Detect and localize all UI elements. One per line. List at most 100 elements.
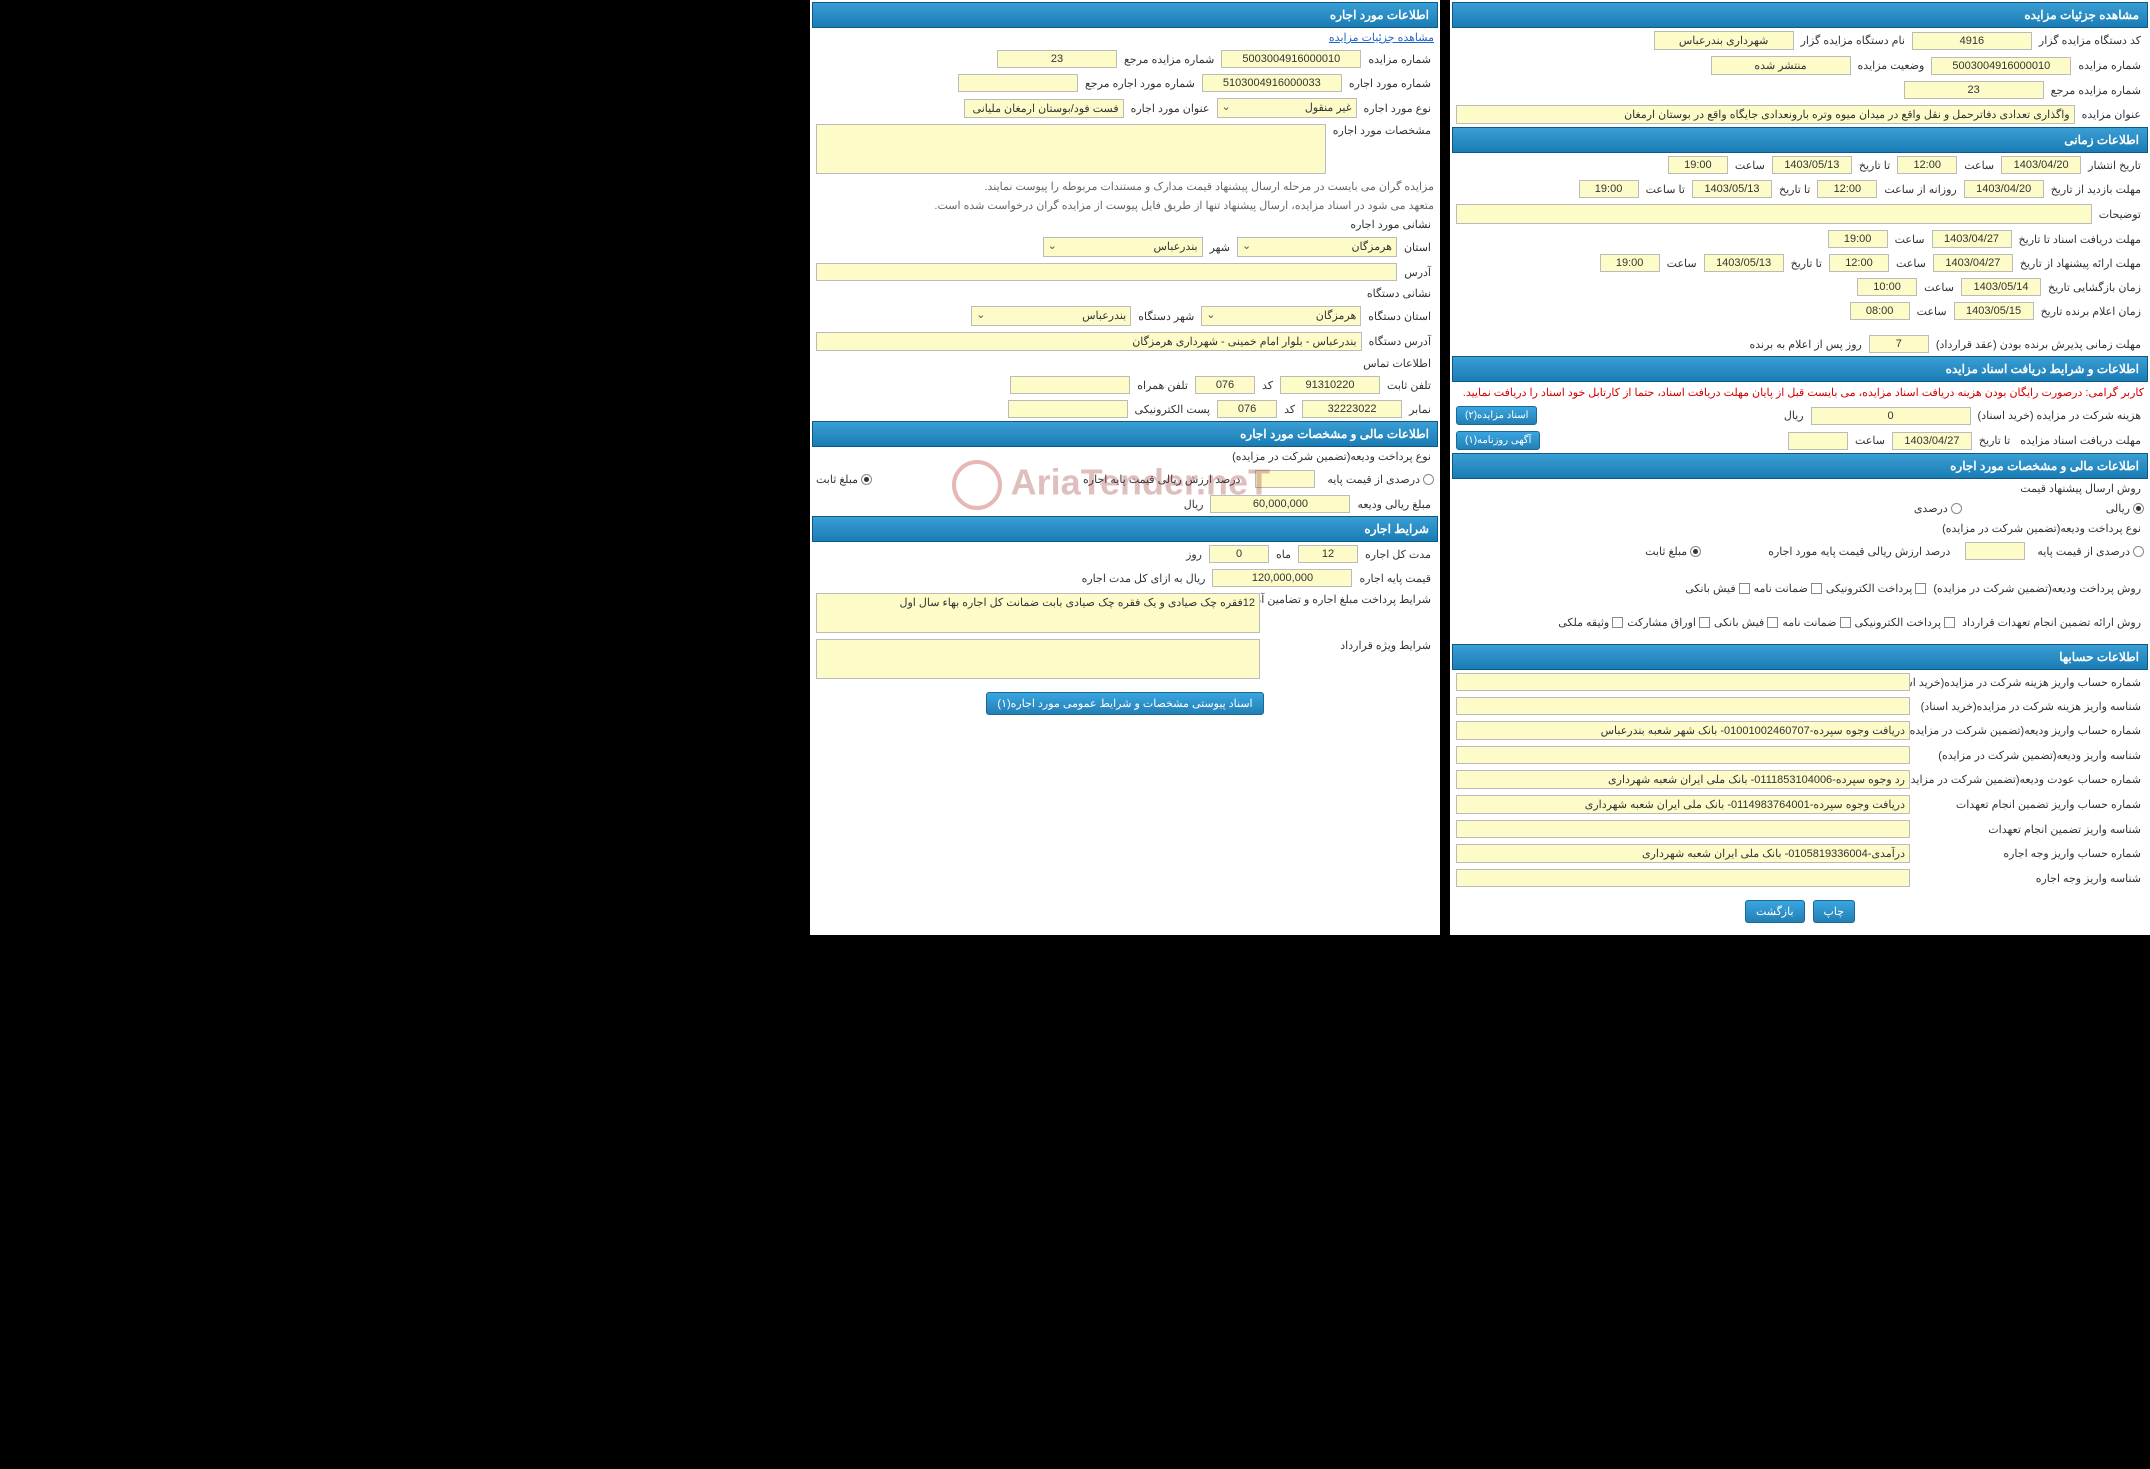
province-select[interactable]: هرمزگان	[1237, 237, 1397, 257]
rial-label: ریال	[1781, 409, 1807, 422]
visit-daily-label: روزانه از ساعت	[1881, 183, 1959, 196]
acc6-field: دریافت وجوه سپرده-0114983764001- بانک مل…	[1456, 795, 1910, 814]
radio-base-percent-l[interactable]: درصدی از قیمت پایه	[1327, 473, 1434, 486]
lease-type-label: نوع مورد اجاره	[1361, 102, 1435, 115]
city-value: بندرعباس	[1153, 241, 1197, 253]
status-label: وضعیت مزایده	[1855, 59, 1928, 72]
open-date-field: 1403/05/14	[1961, 278, 2041, 296]
announce-date-field: 1403/05/15	[1954, 302, 2034, 320]
radio-base-percent-r[interactable]: درصدی از قیمت پایه	[2037, 545, 2144, 558]
warning-note: کاربر گرامی: درصورت رایگان بودن هزینه در…	[1452, 382, 2148, 403]
radio-rial[interactable]: ریالی	[2106, 502, 2144, 515]
visit-to-time: 19:00	[1579, 180, 1639, 198]
announce-time-field: 08:00	[1850, 302, 1910, 320]
org-city-select[interactable]: بندرعباس	[971, 306, 1131, 326]
checkbox-icon	[1915, 583, 1926, 594]
acc4-field	[1456, 746, 1910, 764]
chk-bankslip[interactable]: فیش بانکی	[1685, 582, 1749, 595]
chk-bonds-label: اوراق مشارکت	[1627, 616, 1696, 629]
ref-no-label-l: شماره مزایده مرجع	[1121, 53, 1217, 66]
lease-title-label: عنوان مورد اجاره	[1128, 102, 1213, 115]
radio-fixed-r[interactable]: مبلغ ثابت	[1645, 545, 1701, 558]
proposal-to-time: 19:00	[1600, 254, 1660, 272]
chk-epay2[interactable]: پرداخت الکترونیکی	[1855, 616, 1956, 629]
special-cond-field	[816, 639, 1260, 679]
lease-ref-label: شماره مورد اجاره مرجع	[1082, 77, 1198, 90]
deposit-method-label: روش پرداخت ودیعه(تضمین شرکت در مزایده)	[1930, 582, 2144, 595]
org-addr-header: نشانی دستگاه	[1364, 287, 1434, 300]
visit-totime-label: تا ساعت	[1643, 183, 1688, 196]
radio-dot-icon	[1951, 503, 1962, 514]
city-select[interactable]: بندرعباس	[1043, 237, 1203, 257]
phone-field: 91310220	[1280, 376, 1380, 394]
deposit-amount-label: مبلغ ریالی ودیعه	[1354, 498, 1434, 511]
btn-auction-docs[interactable]: اسناد مزایده(۲)	[1456, 406, 1537, 425]
pub-time-label: ساعت	[1961, 159, 1997, 172]
price-method-label: روش ارسال پیشنهاد قیمت	[2017, 482, 2144, 495]
chk-bankslip2-label: فیش بانکی	[1714, 616, 1764, 629]
acc9-label: شناسه واریز وجه اجاره	[1914, 872, 2144, 885]
doc-deadline-time: 19:00	[1828, 230, 1888, 248]
lease-addr-header: نشانی مورد اجاره	[1347, 218, 1434, 231]
email-label: پست الکترونیکی	[1132, 403, 1214, 416]
proposal-totime-label: ساعت	[1664, 257, 1700, 270]
org-city-label: شهر دستگاه	[1135, 310, 1197, 323]
checkbox-icon	[1612, 617, 1623, 628]
chk-bonds[interactable]: اوراق مشارکت	[1627, 616, 1710, 629]
visit-label: مهلت بازدید از تاریخ	[2048, 183, 2144, 196]
base-price-suffix: ریال به ازای کل مدت اجاره	[1079, 572, 1209, 585]
acc1-field	[1456, 673, 1910, 691]
pub-date-field: 1403/04/20	[2001, 156, 2081, 174]
btn-print[interactable]: چاپ	[1813, 900, 1856, 923]
chk-guarantee[interactable]: ضمانت نامه	[1754, 582, 1822, 595]
month-label: ماه	[1273, 548, 1294, 561]
radio-dot-icon	[1690, 546, 1701, 557]
btn-back[interactable]: بازگشت	[1745, 900, 1805, 923]
chk-bankslip2[interactable]: فیش بانکی	[1714, 616, 1778, 629]
guarantees-field: 12فقره چک صیادی و یک فقره چک صیادی بابت …	[816, 593, 1260, 633]
address-label: آدرس	[1401, 266, 1434, 279]
proposal-todate-label: تا تاریخ	[1788, 257, 1825, 270]
chk-guarantee-label: ضمانت نامه	[1754, 582, 1808, 595]
desc-label: توضیحات	[2096, 208, 2144, 221]
btn-attachments[interactable]: اسناد پیوستی مشخصات و شرایط عمومی مورد ا…	[986, 692, 1263, 715]
acc6-label: شماره حساب واریز تضمین انجام تعهدات	[1914, 798, 2144, 811]
fax-label: نمابر	[1406, 403, 1434, 416]
org-name-label: نام دستگاه مزایده گزار	[1798, 34, 1908, 47]
chk-epay[interactable]: پرداخت الکترونیکی	[1826, 582, 1927, 595]
btn-daily-ad[interactable]: آگهی روزنامه(۱)	[1456, 431, 1540, 450]
auction-details-panel: مشاهده جزئیات مزایده کد دستگاه مزایده گز…	[1450, 0, 2150, 935]
winner-accept-days: 7	[1869, 335, 1929, 353]
pub-totime-field: 19:00	[1668, 156, 1728, 174]
section-doc-conditions: اطلاعات و شرایط دریافت اسناد مزایده	[1452, 356, 2148, 382]
lease-ref-field	[958, 74, 1078, 92]
visit-todate-label: تا تاریخ	[1776, 183, 1813, 196]
lease-type-select[interactable]: غیر منقول	[1217, 98, 1357, 118]
section-auction-details: مشاهده جزئیات مزایده	[1452, 2, 2148, 28]
duration-day-field: 0	[1209, 545, 1269, 563]
auction-no-field: 5003004916000010	[1931, 57, 2071, 75]
city-label: شهر	[1207, 241, 1233, 254]
doc-deadline-label: مهلت دریافت اسناد تا تاریخ	[2016, 233, 2144, 246]
proposal-from-date: 1403/04/27	[1933, 254, 2013, 272]
base-percent-label-r: درصدی از قیمت پایه	[2037, 545, 2130, 558]
auction-no-field-l: 5003004916000010	[1221, 50, 1361, 68]
chk-guarantee2[interactable]: ضمانت نامه	[1782, 616, 1850, 629]
winner-accept-label: مهلت زمانی پذیرش برنده بودن (عقد قرارداد…	[1933, 338, 2144, 351]
phone-label: تلفن ثابت	[1384, 379, 1434, 392]
org-province-select[interactable]: هرمزگان	[1201, 306, 1361, 326]
acc3-field: دریافت وجوه سپرده-01001002460707- بانک ش…	[1456, 721, 1910, 740]
acc9-field	[1456, 869, 1910, 887]
special-cond-label: شرایط ویژه قرارداد	[1264, 639, 1434, 652]
base-percent-suffix-l: درصد ارزش ریالی قیمت پایه اجاره	[1080, 473, 1243, 486]
radio-fixed-l[interactable]: مبلغ ثابت	[816, 473, 872, 486]
desc-field	[1456, 204, 2092, 224]
link-view-details[interactable]: مشاهده جزئیات مزایده	[1329, 31, 1434, 44]
radio-dot-icon	[2133, 503, 2144, 514]
chk-collateral[interactable]: وثیقه ملکی	[1558, 616, 1623, 629]
checkbox-icon	[1767, 617, 1778, 628]
note2: متعهد می شود در اسناد مزایده، ارسال پیشن…	[812, 196, 1438, 215]
radio-percent[interactable]: درصدی	[1914, 502, 1962, 515]
status-field: منتشر شده	[1711, 56, 1851, 75]
radio-rial-label: ریالی	[2106, 502, 2130, 515]
